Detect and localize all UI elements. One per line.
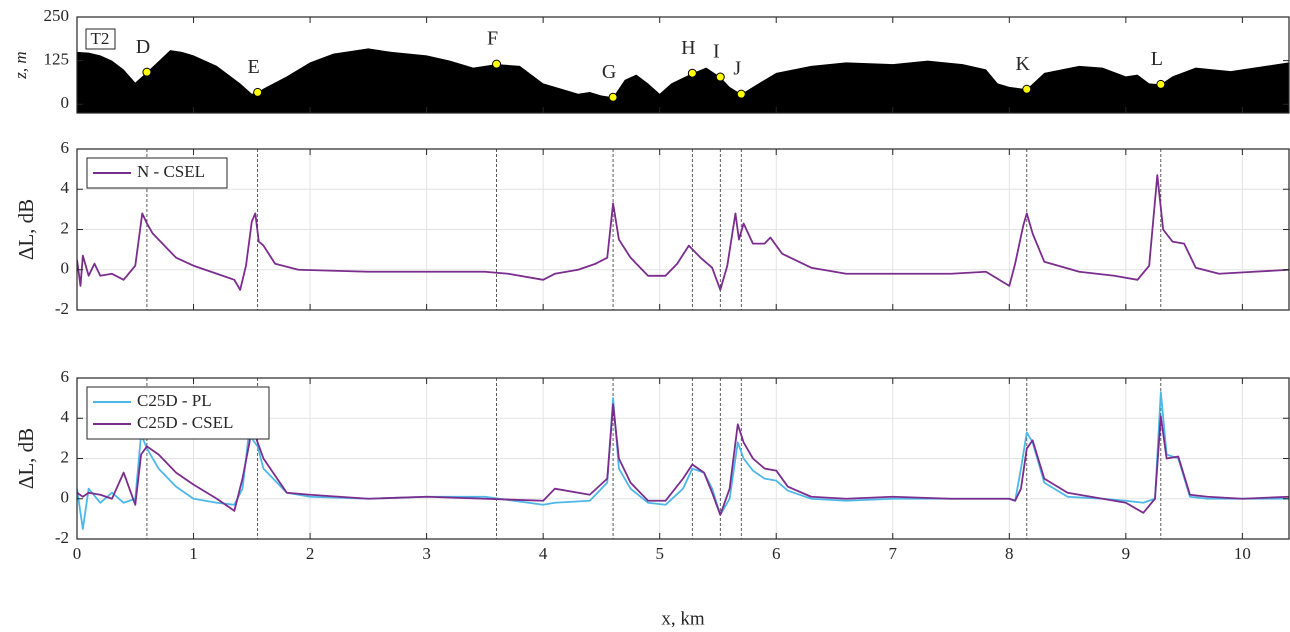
y-tick-label: 6 [61,138,70,157]
x-tick-label: 7 [889,544,898,563]
legend-label: C25D - PL [137,391,212,410]
legend-label: C25D - CSEL [137,413,233,432]
terrain-point [736,89,746,99]
y-tick-label: 2 [61,218,70,237]
y-tick-label: 250 [44,6,70,25]
point-label: G [602,61,616,83]
point-label: L [1151,48,1163,70]
point-label: H [681,37,695,59]
y-tick-label: 125 [44,50,70,69]
terrain-area [77,48,1289,113]
plot-area [77,391,1289,530]
x-tick-label: 4 [539,544,548,563]
x-tick-label: 5 [655,544,664,563]
x-tick-label: 1 [189,544,198,563]
terrain-point [492,59,502,69]
x-tick-label: 6 [772,544,781,563]
x-axis-label: x, km [661,608,705,629]
x-tick-label: 8 [1005,544,1014,563]
y-tick-label: -2 [55,528,69,547]
y-tick-label: 6 [61,367,70,386]
y-tick-label: 2 [61,447,70,466]
y-tick-label: 4 [61,178,70,197]
legend-label: N - CSEL [137,162,205,181]
terrain-point [687,68,697,78]
plot-area [77,174,1289,291]
plot-area [77,48,1289,113]
x-tick-label: 3 [422,544,431,563]
y-axis-label: ΔL, dB [14,199,38,260]
point-label: D [136,36,150,58]
x-tick-label: 10 [1234,544,1251,563]
y-tick-label: 0 [61,93,70,112]
point-label: E [248,56,260,78]
terrain-point [253,87,263,97]
terrain-point [1022,84,1032,94]
y-tick-label: 0 [61,259,70,278]
point-label: F [487,28,498,50]
x-tick-label: 0 [73,544,82,563]
terrain-point [715,72,725,82]
y-axis-label: ΔL, dB [14,428,38,489]
panel-label: T2 [91,29,110,48]
panel-label-box [85,28,116,50]
x-tick-label: 2 [306,544,315,563]
series-line [77,174,1289,291]
x-tick-label: 9 [1122,544,1131,563]
axes-frame [76,16,1290,114]
point-label: J [733,58,741,80]
terrain-point [1156,79,1166,89]
terrain-point [142,67,152,77]
y-tick-label: 4 [61,407,70,426]
y-tick-label: -2 [55,299,69,318]
series-line [77,391,1289,530]
series-line [77,403,1289,516]
point-label: K [1016,53,1031,75]
legend-box [86,386,270,440]
y-axis-label: z, m [11,51,30,79]
terrain-point [608,92,618,102]
y-tick-label: 0 [61,488,70,507]
point-label: I [713,41,720,63]
